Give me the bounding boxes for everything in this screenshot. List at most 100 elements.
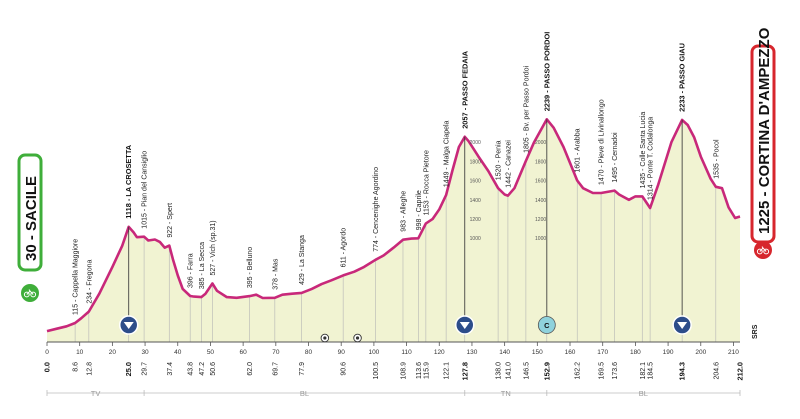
km-value-label: 194.3 [678,362,687,381]
waypoint-labels: 115 - Cappella Maggiore 234 - Fregona 1118… [73,32,721,315]
km-value-label: 12.8 [86,362,93,376]
waypoint-label: 1535 - Pocol [713,139,720,179]
km-value-label: 50.6 [210,362,217,376]
waypoint-label: 234 - Fregona [86,260,93,304]
km-tick-label: 70 [272,349,280,356]
altitude-label-left: 1200 [470,217,481,223]
km-tick-label: 120 [434,349,445,356]
publisher-logo: SRS [752,324,759,339]
waypoint-label: 396 - Farra [188,253,195,288]
km-value-label: 138.0 [496,362,503,380]
start-bike-wheel-right [30,291,37,298]
profile-line [46,118,741,333]
province-label: TN [501,389,511,398]
km-tick-label: 210 [728,349,739,356]
km-value-label: 113.6 [416,362,423,379]
start-bike-icon [21,284,39,302]
km-value-label: 182.1 [640,362,647,380]
waypoint-label: 378 - Mas [272,258,279,290]
km-tick-label: 130 [467,349,478,356]
start-dash: - [23,231,40,244]
waypoint-label: 527 - Vich (sp.31) [210,220,217,275]
start-altitude: 30 [23,244,40,261]
km-tick-label: 110 [401,349,412,356]
altitude-label-left: 1800 [470,159,481,165]
km-tick-label: 190 [663,349,674,356]
finish-name: CORTINA D'AMPEZZO [756,27,773,187]
km-value-label: 0.0 [43,362,52,372]
waypoint-label: 1118 - LA CROSETTA [124,144,133,219]
km-value-label: 184.5 [648,362,655,380]
start-bike-icon-bg [21,284,39,302]
km-value-label: 47.2 [199,362,206,376]
start-name: SACILE [23,176,40,231]
altitude-label-left: 1600 [470,179,481,185]
waypoint-label: 2233 - PASSO GIAU [678,43,687,112]
feed-zone-icon-dot [323,336,327,340]
km-tick-label: 40 [174,349,182,356]
km-tick-label: 10 [76,349,84,356]
km-value-label: 43.8 [188,362,195,376]
waypoint-label: 1805 - Bv. per Passo Pordoi [523,65,530,152]
waypoint-label: 1470 - Pieve di Livinallongo [599,99,606,185]
start-badge-frame [17,153,43,272]
waypoint-label: 2239 - PASSO PORDOI [542,32,551,112]
km-value-labels: 0.0 8.6 12.8 25.0 29.7 37.4 43.8 47.2 50.6 62.0 69… [43,362,745,381]
climb-markers: C [118,119,692,343]
waypoint-label: 395 - Belluno [247,247,254,288]
km-tick-label: 160 [565,349,576,356]
finish-bike-icon-bg [754,241,772,259]
altitude-label-right: 1400 [535,198,546,204]
km-value-label: 69.7 [272,362,279,376]
start-badge: 30 - SACILE [17,153,43,272]
km-value-label: 146.5 [523,362,530,380]
km-tick-label: 180 [630,349,641,356]
waypoint-label: 983 - Alleghe [401,191,408,232]
km-tick-labels: 0 10 20 30 40 50 60 70 80 90 100 110 120 130 140 150 160… [45,342,739,356]
km-tick-label: 90 [338,349,346,356]
province-label: BL [300,389,309,398]
kom-marker-arrow-icon [123,322,134,329]
km-tick-label: 30 [141,349,149,356]
km-tick-label: 20 [109,349,117,356]
km-value-label: 25.0 [124,362,133,376]
km-tick-label: 80 [305,349,313,356]
km-tick-label: 140 [499,349,510,356]
waypoint-label: 1015 - Pian del Cansiglio [142,151,149,229]
sprint-marker-circle [537,316,556,334]
province-band: TV BL TN BL [46,389,741,398]
finish-altitude: 1225 [756,201,773,234]
waypoint-label: 429 - La Stanga [299,235,306,285]
km-value-label: 108.9 [401,362,408,380]
km-value-label: 100.5 [373,362,380,380]
km-value-label: 122.1 [444,362,451,380]
waypoint-label: 922 - Spert [167,203,174,238]
altitude-label-right: 2000 [535,140,546,146]
finish-bike-icon [754,241,772,259]
km-tick-label: 100 [368,349,379,356]
waypoint-label: 1442 - Canazei [505,140,512,188]
sprint-marker-label: C [544,321,550,330]
finish-dash: - [756,187,773,200]
km-value-label: 77.9 [299,362,306,376]
km-value-label: 115.9 [423,362,430,379]
km-tick-label: 170 [597,349,608,356]
finish-bike-wheel-left [756,248,763,255]
km-value-label: 90.6 [341,362,348,376]
waypoint-label: 115 - Cappella Maggiore [73,239,80,315]
kom-marker-arrow-icon [459,322,470,329]
waypoint-label: 1520 - Penia [496,140,503,180]
waypoint-label: 2057 - PASSO FEDAIA [460,50,469,129]
province-label: BL [639,389,648,398]
altitude-label-right: 1800 [535,159,546,165]
feed-zone-icon-dot [355,336,360,340]
km-value-label: 152.9 [542,362,551,381]
waypoint-label: 774 - Cencenighe Agordino [373,167,380,252]
waypoint-label: 1153 - Rocca Pietore [423,150,430,215]
start-label: 30 - SACILE [23,176,40,261]
km-value-label: 29.7 [142,362,149,376]
km-value-label: 169.5 [599,362,606,380]
start-bike-wheel-left [23,291,30,298]
waypoint-label: 611 - Agordo [341,228,348,268]
